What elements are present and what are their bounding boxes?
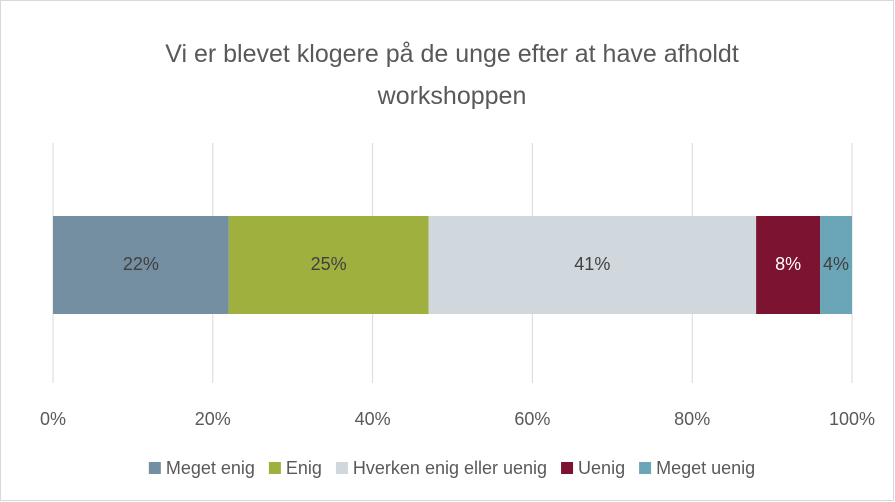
bar-segment (820, 216, 852, 314)
x-tick-label: 20% (195, 409, 231, 429)
chart-title: Vi er blevet klogere på de unge efter at… (165, 40, 739, 110)
bar-segment (53, 216, 229, 314)
legend-swatch (335, 462, 348, 474)
bar-segment (228, 216, 429, 314)
data-label: 41% (574, 254, 610, 274)
x-tick-label: 100% (829, 409, 875, 429)
x-tick-label: 60% (514, 409, 550, 429)
legend-swatch (268, 462, 281, 474)
legend-label: Meget enig (166, 458, 255, 478)
legend-swatch (639, 462, 652, 474)
bar-segment (756, 216, 821, 314)
data-label: 25% (311, 254, 347, 274)
data-label: 4% (823, 254, 849, 274)
x-tick-label: 0% (40, 409, 66, 429)
legend-label: Meget uenig (656, 458, 755, 478)
data-label: 8% (775, 254, 801, 274)
data-label: 22% (123, 254, 159, 274)
legend-label: Hverken enig eller uenig (353, 458, 547, 478)
legend-label: Uenig (578, 458, 625, 478)
x-tick-label: 80% (674, 409, 710, 429)
legend-swatch (561, 462, 574, 474)
legend-label: Enig (286, 458, 322, 478)
bar-segment (428, 216, 757, 314)
x-tick-label: 40% (355, 409, 391, 429)
legend-swatch (148, 462, 161, 474)
